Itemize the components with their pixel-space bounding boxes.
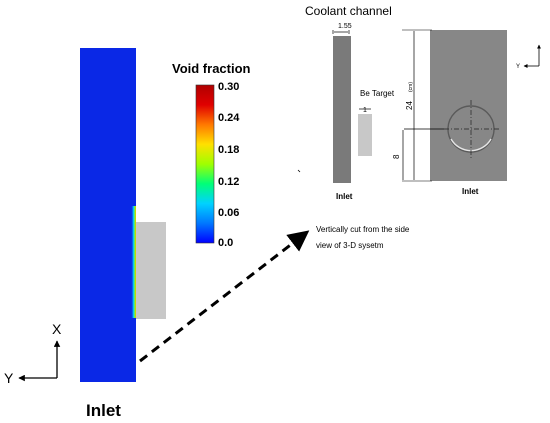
connector-arrow	[139, 230, 310, 363]
colorbar-tick-2: 0.18	[218, 144, 239, 156]
left-inlet-label: Inlet	[86, 401, 121, 420]
caption-line-1: Vertically cut from the side	[316, 225, 410, 234]
side-view: 1.55 1 Be Target Inlet	[332, 23, 395, 201]
channel-height-dim: 24	[405, 101, 414, 110]
cfd-contour-view	[80, 48, 166, 382]
vapor-layer	[131, 206, 136, 318]
side-view-target	[358, 114, 372, 156]
coolant-flow-field	[80, 48, 136, 382]
front-y-axis-label: Y	[516, 64, 520, 70]
be-target-label: Be Target	[360, 89, 395, 98]
target-offset-dim: 8	[392, 154, 401, 159]
x-axis-label: X	[52, 321, 62, 337]
colorbar-tick-0: 0.30	[218, 81, 239, 93]
side-inlet-label: Inlet	[336, 192, 353, 201]
be-target-block	[136, 222, 166, 319]
front-inlet-label: Inlet	[462, 187, 479, 196]
colorbar-tick-4: 0.06	[218, 207, 239, 219]
y-axis-label: Y	[4, 370, 14, 386]
height-unit: (cm)	[408, 82, 414, 92]
colorbar-gradient	[195, 84, 215, 244]
side-view-channel	[333, 36, 351, 183]
coolant-channel-title: Coolant channel	[305, 4, 392, 18]
colorbar-tick-3: 0.12	[218, 176, 239, 188]
front-view: 24 (cm) 8 Inlet Y	[392, 29, 541, 196]
target-thickness-dim: 1	[363, 107, 367, 114]
xy-axis-indicator: X Y	[4, 321, 62, 386]
colorbar-title: Void fraction	[172, 61, 251, 76]
channel-width-dim: 1.55	[338, 23, 352, 30]
colorbar-tick-1: 0.24	[218, 112, 240, 124]
caption-line-2: view of 3-D sysetm	[316, 241, 384, 250]
void-fraction-colorbar: Void fraction 0.30 0.24 0.18 0.12 0.06 0…	[172, 61, 251, 249]
colorbar-tick-5: 0.0	[218, 237, 233, 249]
